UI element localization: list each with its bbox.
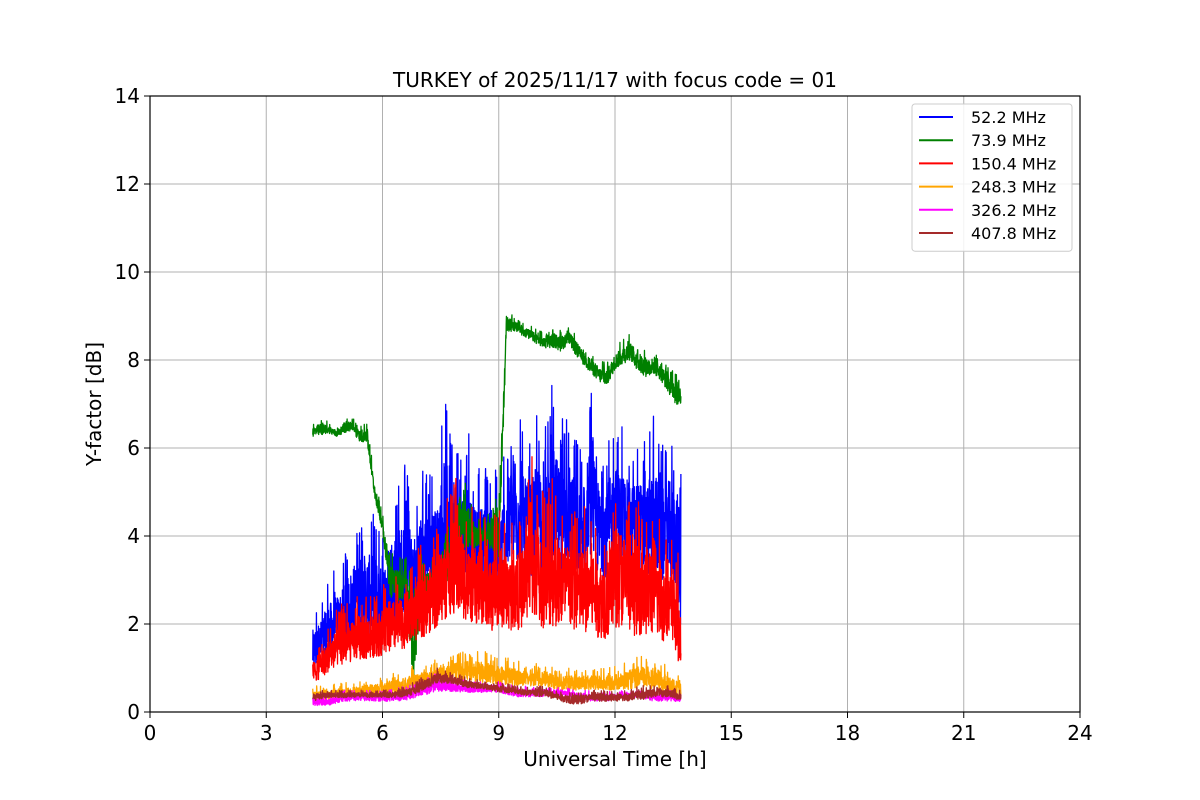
legend-entry: 150.4 MHz [919, 154, 1056, 173]
x-tick-label: 0 [144, 721, 157, 745]
y-tick-label: 12 [115, 172, 140, 196]
series-line [312, 650, 682, 705]
y-axis-label: Y-factor [dB] [82, 342, 106, 467]
x-tick-label: 21 [951, 721, 976, 745]
legend-entry: 248.3 MHz [919, 178, 1056, 197]
legend-label: 73.9 MHz [971, 131, 1046, 150]
series-line [312, 456, 682, 681]
x-tick-label: 12 [602, 721, 627, 745]
y-tick-label: 14 [115, 84, 140, 108]
y-tick-label: 6 [127, 436, 140, 460]
legend-entry: 407.8 MHz [919, 224, 1056, 243]
y-tick-label: 8 [127, 348, 140, 372]
legend-label: 52.2 MHz [971, 108, 1046, 127]
legend: 52.2 MHz 73.9 MHz 150.4 MHz 248.3 MHz 326.2… [911, 103, 1073, 252]
series-trace [312, 456, 682, 681]
plot-series [312, 314, 682, 707]
legend-entry: 52.2 MHz [919, 108, 1046, 127]
series-trace [312, 650, 682, 705]
x-tick-label: 6 [376, 721, 389, 745]
y-tick-label: 2 [127, 612, 140, 636]
legend-entry: 73.9 MHz [919, 131, 1046, 150]
x-axis-label: Universal Time [h] [523, 747, 706, 771]
legend-label: 326.2 MHz [971, 201, 1056, 220]
y-tick-label: 4 [127, 524, 140, 548]
legend-entry: 326.2 MHz [919, 201, 1056, 220]
x-tick-label: 18 [835, 721, 860, 745]
x-tick-label: 24 [1067, 721, 1092, 745]
legend-label: 248.3 MHz [971, 178, 1056, 197]
y-tick-label: 0 [127, 700, 140, 724]
x-tick-label: 15 [719, 721, 744, 745]
legend-label: 407.8 MHz [971, 224, 1056, 243]
chart-title: TURKEY of 2025/11/17 with focus code = 0… [392, 68, 837, 92]
legend-label: 150.4 MHz [971, 154, 1056, 173]
x-tick-label: 9 [492, 721, 505, 745]
series-trace [312, 667, 682, 705]
x-tick-label: 3 [260, 721, 273, 745]
series-line [312, 667, 682, 705]
y-tick-label: 10 [115, 260, 140, 284]
